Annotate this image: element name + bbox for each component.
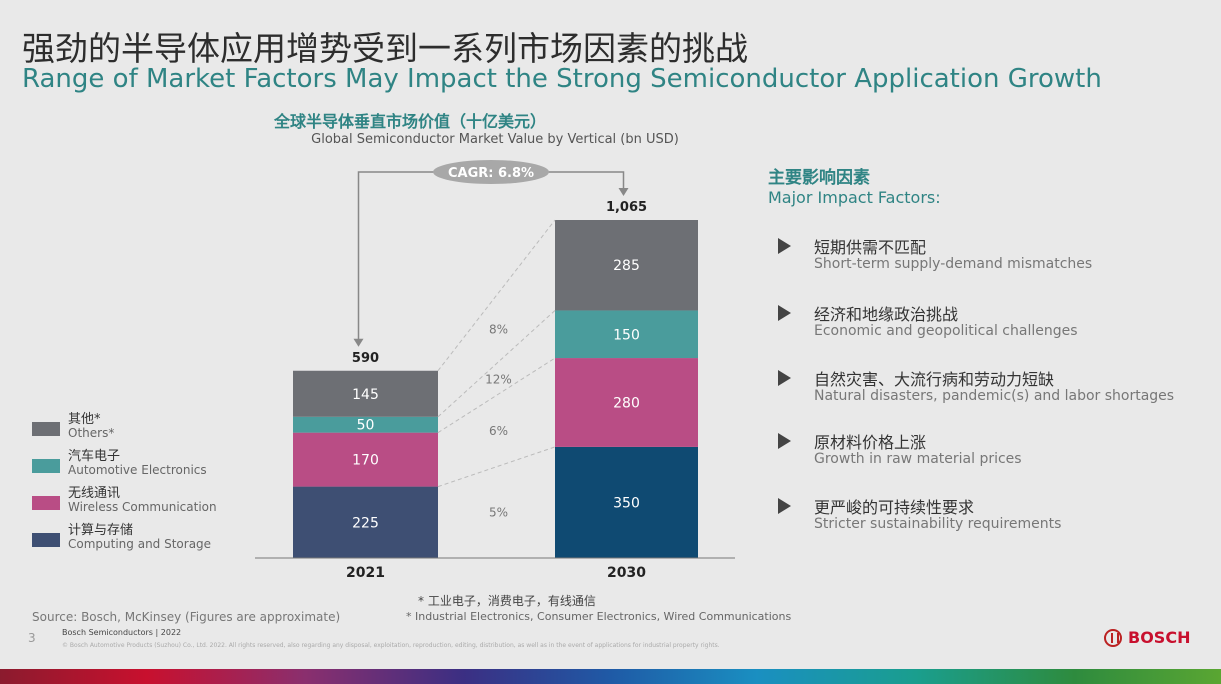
factors-heading-en: Major Impact Factors:	[768, 188, 941, 207]
factor-label-en: Natural disasters, pandemic(s) and labor…	[814, 388, 1175, 404]
factor-label-en: Growth in raw material prices	[814, 451, 1022, 467]
bar-segment	[293, 486, 438, 558]
cagr-label: CAGR: 6.8%	[448, 166, 534, 181]
bar-segment	[555, 358, 698, 447]
legend-item: 其他* Others*	[32, 408, 292, 445]
data-label: 280	[613, 395, 640, 411]
brand-color-band	[0, 669, 1221, 684]
slide-title-cn: 强劲的半导体应用增势受到一系列市场因素的挑战	[22, 29, 748, 68]
bosch-armature-icon	[1104, 629, 1122, 647]
data-label: 150	[613, 327, 640, 343]
data-label: 170	[352, 453, 379, 469]
factor-label-en: Economic and geopolitical challenges	[814, 323, 1078, 339]
bar-total-label: 590	[352, 351, 379, 366]
connector-line	[437, 310, 556, 418]
legend-swatch	[32, 533, 60, 547]
footer-org: Bosch Semiconductors | 2022	[62, 628, 182, 637]
legend-item: 计算与存储 Computing and Storage	[32, 519, 292, 556]
factor-label-en: Stricter sustainability requirements	[814, 516, 1062, 532]
legend-label-en: Wireless Communication	[68, 500, 217, 514]
cagr-arrowhead	[618, 188, 629, 196]
x-tick-label: 2021	[346, 565, 385, 581]
legend-item: 无线通讯 Wireless Communication	[32, 482, 292, 519]
arrow-bullet-icon	[778, 498, 791, 514]
data-label: 285	[613, 258, 640, 274]
bar-segment	[555, 310, 698, 359]
growth-label: 8%	[489, 322, 508, 336]
bar-segment	[555, 446, 698, 558]
legend-label-en: Others*	[68, 426, 115, 440]
growth-label: 12%	[485, 372, 512, 386]
bar-segment	[293, 432, 438, 487]
data-label: 225	[352, 515, 379, 531]
factor-label-cn: 经济和地缘政治挑战	[814, 305, 959, 324]
legend-label-cn: 其他*	[68, 412, 101, 427]
footnote-cn: * 工业电子，消费电子，有线通信	[418, 594, 596, 608]
page-number: 3	[28, 631, 36, 645]
connector-line	[437, 219, 556, 372]
bar-segment	[293, 416, 438, 433]
brand-name: BOSCH	[1128, 628, 1191, 647]
legend-label-en: Automotive Electronics	[68, 463, 207, 477]
legend-label-cn: 汽车电子	[68, 449, 121, 464]
x-tick-label: 2030	[607, 565, 646, 581]
chart-title-cn: 全球半导体垂直市场价值（十亿美元）	[273, 112, 546, 131]
data-label: 350	[613, 495, 640, 511]
legend-item: 汽车电子 Automotive Electronics	[32, 445, 292, 482]
legend-swatch	[32, 496, 60, 510]
legend-label-cn: 无线通讯	[68, 486, 121, 501]
legend-label-en: Computing and Storage	[68, 537, 212, 551]
source-note: Source: Bosch, McKinsey (Figures are app…	[32, 610, 341, 624]
cagr-badge	[433, 160, 549, 184]
factor-label-cn: 短期供需不匹配	[814, 238, 927, 257]
connector-line	[437, 357, 556, 434]
legend-label-cn: 计算与存储	[68, 523, 134, 538]
legend-swatch	[32, 422, 60, 436]
arrow-bullet-icon	[778, 305, 791, 321]
growth-label: 6%	[489, 424, 508, 438]
growth-label: 5%	[489, 505, 508, 519]
footnote-en: * Industrial Electronics, Consumer Elect…	[406, 610, 792, 623]
arrow-bullet-icon	[778, 370, 791, 386]
chart-title-en: Global Semiconductor Market Value by Ver…	[311, 132, 679, 147]
data-label: 145	[352, 387, 379, 403]
footer-copyright: © Bosch Automotive Products (Suzhou) Co.…	[62, 642, 720, 649]
factor-label-cn: 更严峻的可持续性要求	[814, 498, 975, 517]
arrow-bullet-icon	[778, 238, 791, 254]
legend-swatch	[32, 459, 60, 473]
factors-heading-cn: 主要影响因素	[768, 168, 870, 188]
arrow-bullet-icon	[778, 433, 791, 449]
bar-total-label: 1,065	[606, 200, 647, 215]
connector-line	[437, 446, 556, 488]
stacked-bar-chart: 225 170 50 145 590 2021 350 280 150 285 1,065 2030 5…	[255, 160, 735, 581]
bar-segment	[555, 220, 698, 311]
factor-label-en: Short-term supply-demand mismatches	[814, 256, 1093, 272]
bar-segment	[293, 370, 438, 417]
factor-label-cn: 原材料价格上涨	[814, 433, 927, 452]
chart-legend: 其他* Others* 汽车电子 Automotive Electronics 无线通讯…	[32, 408, 292, 556]
cagr-arrowhead	[353, 338, 364, 347]
factor-label-cn: 自然灾害、大流行病和劳动力短缺	[814, 370, 1055, 389]
data-label: 50	[357, 418, 375, 434]
slide-title-en: Range of Market Factors May Impact the S…	[22, 64, 1102, 94]
